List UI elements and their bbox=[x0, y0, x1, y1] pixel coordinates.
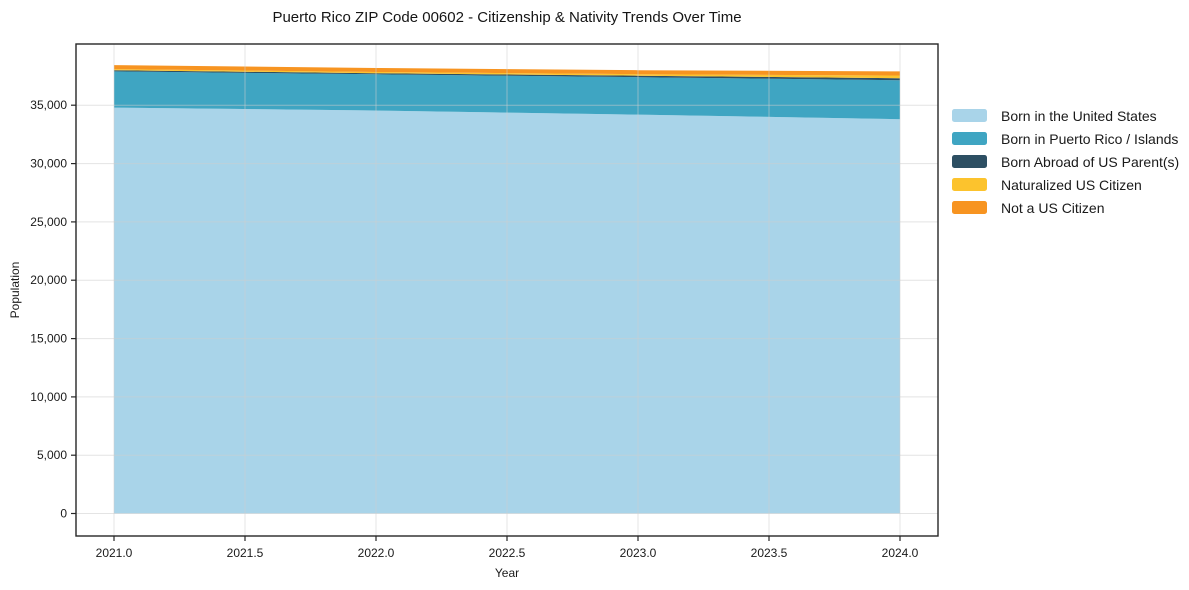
axis-ticks: 2021.0 2021.5 2022.0 2022.5 2023.0 2023.5 2024… bbox=[30, 98, 918, 560]
gridlines bbox=[76, 44, 938, 536]
legend-swatch bbox=[952, 178, 987, 191]
legend-swatch bbox=[952, 109, 987, 122]
x-tick-label: 2022.5 bbox=[489, 546, 526, 560]
legend-label: Born Abroad of US Parent(s) bbox=[1001, 153, 1180, 170]
chart-title: Puerto Rico ZIP Code 00602 - Citizenship… bbox=[272, 9, 742, 26]
legend-swatch bbox=[952, 201, 987, 214]
legend-item-not-a-us-citizen: Not a US Citizen bbox=[952, 196, 1179, 219]
legend-item-born-abroad-of-us-parent-s: Born Abroad of US Parent(s) bbox=[952, 150, 1179, 173]
legend-swatch bbox=[952, 155, 987, 168]
x-tick-label: 2022.0 bbox=[358, 546, 395, 560]
legend-item-naturalized-us-citizen: Naturalized US Citizen bbox=[952, 173, 1179, 196]
legend-label: Not a US Citizen bbox=[1001, 199, 1105, 216]
legend-item-born-in-puerto-rico-islands: Born in Puerto Rico / Islands bbox=[952, 127, 1179, 150]
legend-label: Born in Puerto Rico / Islands bbox=[1001, 130, 1179, 147]
y-tick-label: 30,000 bbox=[30, 157, 67, 171]
legend: Born in the United States Born in Puerto … bbox=[952, 104, 1179, 219]
x-tick-label: 2023.5 bbox=[751, 546, 788, 560]
x-tick-label: 2021.5 bbox=[227, 546, 264, 560]
y-tick-label: 0 bbox=[60, 507, 67, 521]
y-tick-label: 10,000 bbox=[30, 390, 67, 404]
y-tick-label: 5,000 bbox=[37, 448, 67, 462]
y-tick-label: 25,000 bbox=[30, 215, 67, 229]
legend-item-born-in-the-united-states: Born in the United States bbox=[952, 104, 1179, 127]
x-tick-label: 2021.0 bbox=[96, 546, 133, 560]
legend-label: Born in the United States bbox=[1001, 107, 1157, 124]
y-tick-label: 35,000 bbox=[30, 98, 67, 112]
legend-label: Naturalized US Citizen bbox=[1001, 176, 1142, 193]
y-tick-label: 15,000 bbox=[30, 332, 67, 346]
legend-swatch bbox=[952, 132, 987, 145]
x-tick-label: 2024.0 bbox=[882, 546, 919, 560]
y-tick-label: 20,000 bbox=[30, 273, 67, 287]
x-axis-label: Year bbox=[494, 566, 520, 580]
x-tick-label: 2023.0 bbox=[620, 546, 657, 560]
